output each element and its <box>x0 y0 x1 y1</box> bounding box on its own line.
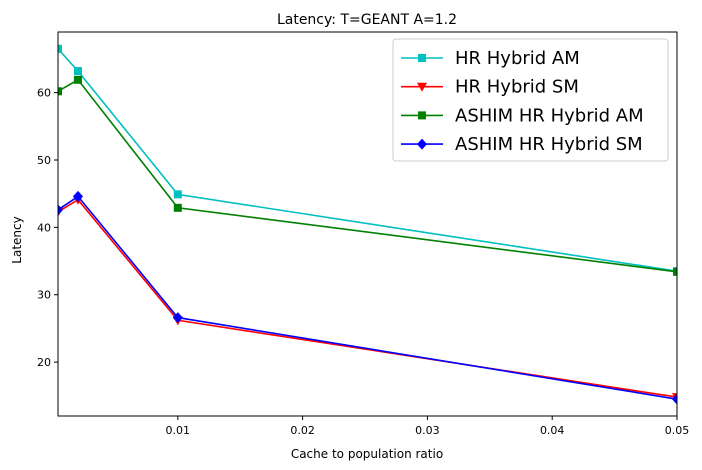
data-point-0-0 <box>58 44 62 53</box>
legend-label-3: ASHIM HR Hybrid SM <box>455 134 643 155</box>
y-axis-label: Latency <box>10 216 24 263</box>
series-line-0 <box>58 48 677 272</box>
legend-label-1: HR Hybrid SM <box>455 77 579 98</box>
data-point-3-2 <box>172 312 183 324</box>
series-line-3 <box>58 195 677 400</box>
series-line-2 <box>58 78 677 273</box>
y-tick-label-3: 50 <box>37 154 51 167</box>
y-tick-label-0: 20 <box>37 356 51 369</box>
data-point-3-0 <box>58 204 63 216</box>
data-point-3-3 <box>672 393 677 405</box>
legend-box <box>392 38 669 162</box>
data-point-2-3 <box>673 267 677 276</box>
y-tick-label-4: 60 <box>37 87 51 100</box>
x-axis-label: Cache to population ratio <box>291 447 443 461</box>
x-tick-label-2: 0.03 <box>415 424 440 437</box>
data-point-2-1 <box>73 75 82 84</box>
legend-marker-0 <box>418 54 426 62</box>
legend-label-0: HR Hybrid AM <box>455 48 580 69</box>
y-tick-label-2: 40 <box>37 221 51 234</box>
x-tick-label-1: 0.02 <box>290 424 315 437</box>
legend: HR Hybrid AM HR Hybrid SM ASHIM HR Hybrid … <box>392 38 669 162</box>
data-point-2-0 <box>58 87 62 96</box>
legend-label-2: ASHIM HR Hybrid AM <box>455 105 644 126</box>
data-point-0-1 <box>73 67 82 76</box>
chart-title: Latency: T=GEANT A=1.2 <box>277 12 457 28</box>
plot-area: 0.01 0.02 0.03 0.04 0.05 20 30 40 50 60 <box>37 31 690 437</box>
legend-marker-1 <box>417 82 427 92</box>
x-tick-label-4: 0.05 <box>665 424 690 437</box>
series-layer <box>58 44 677 405</box>
data-point-3-1 <box>72 190 83 202</box>
legend-marker-3 <box>417 138 427 150</box>
x-tick-label-0: 0.01 <box>166 424 191 437</box>
legend-marker-2 <box>418 111 426 120</box>
x-tick-label-3: 0.04 <box>540 424 565 437</box>
data-point-0-2 <box>173 190 182 199</box>
data-point-2-2 <box>173 203 182 212</box>
axes-frame <box>57 31 678 417</box>
y-tick-label-1: 30 <box>37 289 51 302</box>
